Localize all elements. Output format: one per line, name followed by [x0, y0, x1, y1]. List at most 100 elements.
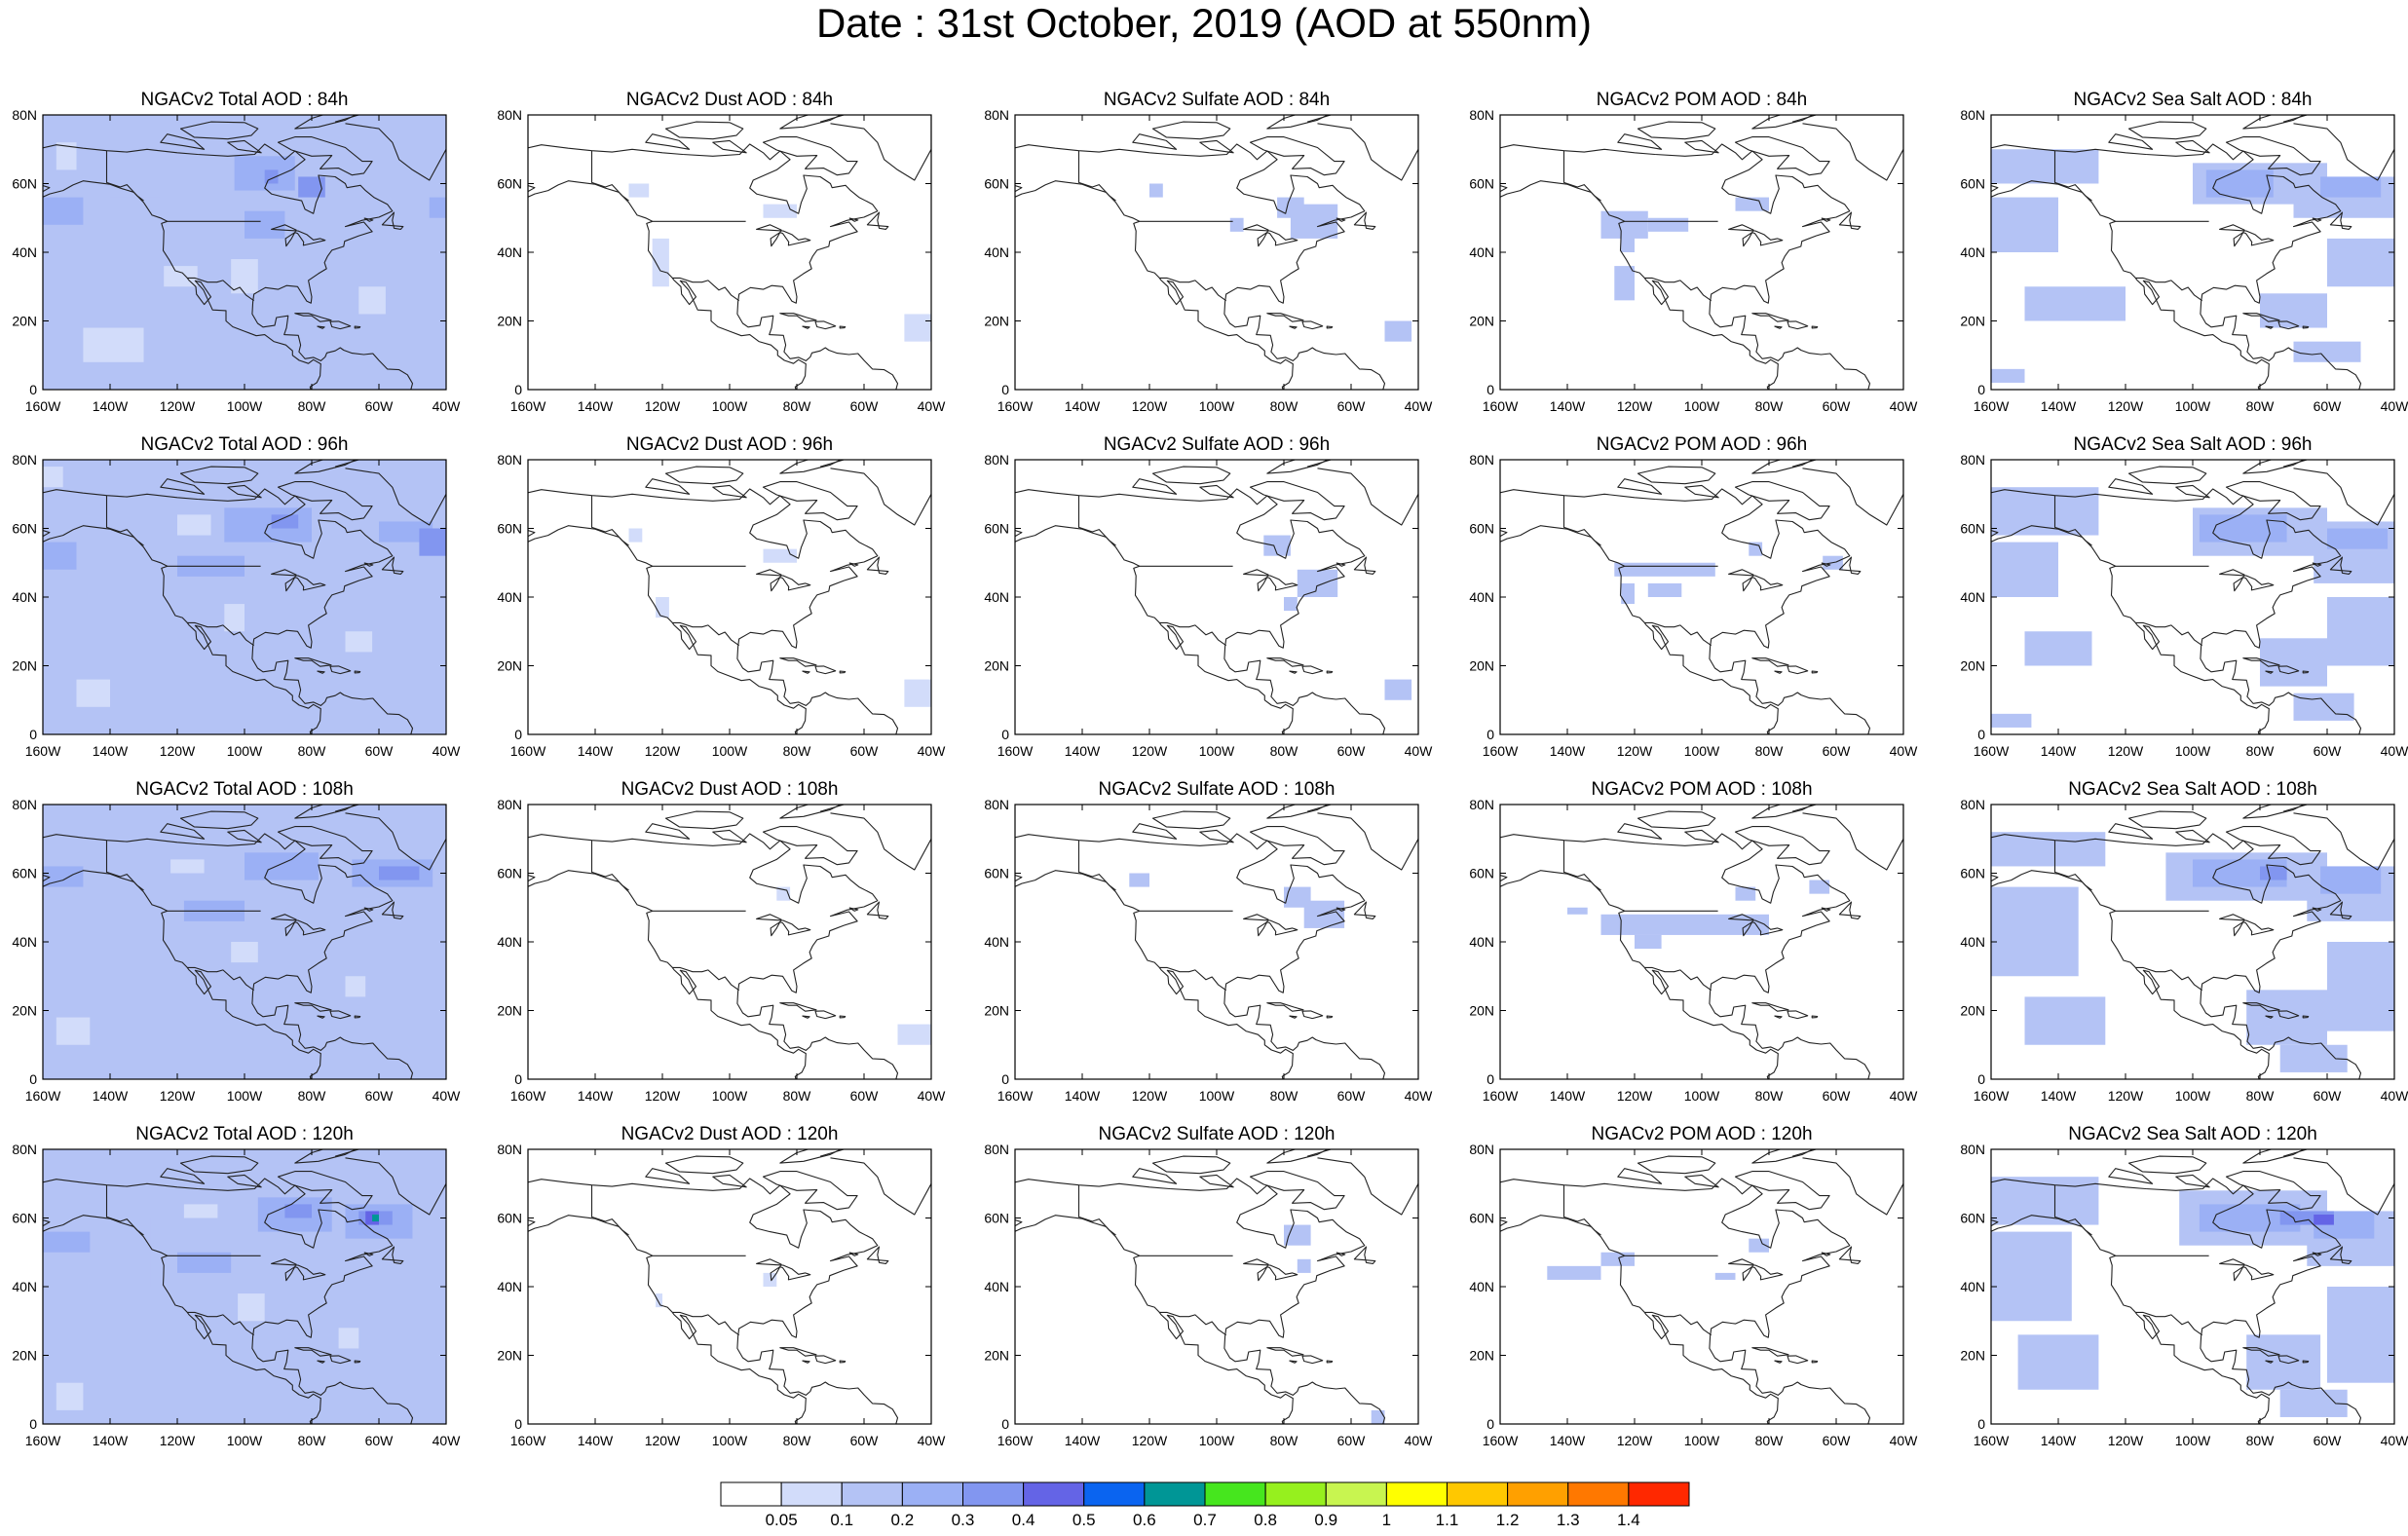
boundary-line [1791, 460, 1903, 526]
boundary-line [2053, 150, 2092, 202]
lat-tick-label: 40N [12, 934, 37, 950]
lat-tick-label: 80N [12, 797, 37, 812]
boundary-line [1562, 1184, 1601, 1236]
lon-tick-label: 60W [1337, 743, 1367, 759]
island-outline [802, 1015, 810, 1019]
aod-cell [1297, 1258, 1311, 1273]
lon-tick-label: 80W [298, 1433, 327, 1448]
colorbar-swatch [1325, 1481, 1387, 1507]
aod-cell [763, 1272, 777, 1287]
boundary-line [1991, 488, 2362, 734]
island-outline [329, 1010, 352, 1020]
lon-tick-label: 100W [712, 1088, 748, 1104]
lon-tick-label: 160W [1974, 398, 2010, 414]
lon-tick-label: 100W [1199, 743, 1235, 759]
aod-cell [1735, 197, 1769, 211]
lat-tick-label: 20N [984, 314, 1009, 329]
island-outline [1617, 823, 1663, 840]
lat-tick-label: 20N [497, 1003, 522, 1019]
lon-tick-label: 40W [918, 743, 947, 759]
island-outline [1811, 1015, 1819, 1019]
arctic-island-outline [1249, 826, 1345, 866]
great-lakes-outline [756, 224, 811, 247]
aod-cell [56, 1382, 84, 1410]
lon-tick-label: 140W [1065, 743, 1101, 759]
island-outline [294, 1002, 332, 1012]
island-outline [1289, 670, 1298, 674]
island-outline [2329, 556, 2352, 575]
island-outline [1132, 133, 1178, 150]
lat-tick-label: 20N [12, 658, 37, 674]
aod-cell [2017, 1334, 2099, 1390]
map-panel-grid: NGACv2 Total AOD : 84h 80N 60N 40N 20N 0 160W 1… [12, 90, 2408, 1448]
arctic-island-outline [277, 1171, 373, 1211]
aod-cell [904, 314, 931, 342]
boundary-line [1644, 277, 1712, 302]
lat-tick-label: 40N [984, 934, 1009, 950]
colorbar-label: 0.4 [1012, 1511, 1035, 1529]
aod-cell [2293, 693, 2354, 721]
island-outline [645, 133, 691, 150]
aod-cell [231, 942, 258, 963]
island-outline [1326, 325, 1334, 329]
island-outline [779, 657, 817, 667]
colorbar-label: 0.6 [1133, 1511, 1156, 1529]
arctic-island-outline [277, 136, 373, 176]
aod-cell [183, 1204, 218, 1218]
boundary-line [672, 966, 740, 992]
lon-tick-label: 40W [433, 1088, 462, 1104]
colorbar-swatch [1507, 1481, 1569, 1507]
aod-cell [2024, 286, 2126, 321]
boundary-line [1015, 143, 1386, 390]
lon-tick-label: 80W [783, 1433, 812, 1448]
coastline-outline [1015, 1149, 1418, 1424]
island-outline [1289, 1360, 1298, 1364]
lon-tick-label: 60W [1337, 398, 1367, 414]
lat-tick-label: 0 [514, 382, 522, 397]
boundary-line [43, 488, 414, 734]
island-outline [317, 670, 325, 674]
boundary-line [528, 143, 899, 390]
lat-tick-label: 80N [497, 797, 522, 812]
island-outline [712, 829, 747, 843]
lon-tick-label: 140W [93, 398, 129, 414]
aod-cell [245, 852, 319, 880]
lon-tick-label: 40W [433, 398, 462, 414]
lat-tick-label: 20N [1469, 1003, 1494, 1019]
arctic-island-outline [762, 826, 858, 866]
island-outline [1821, 217, 1831, 222]
boundary-line [1077, 1184, 1116, 1236]
boundary-line [1015, 180, 1294, 390]
boundary-line [1500, 143, 1871, 390]
boundary-line [1015, 525, 1294, 734]
aod-cell [43, 197, 84, 225]
island-outline [2175, 139, 2210, 154]
colorbar-label: 0.3 [952, 1511, 975, 1529]
arctic-island-outline [2225, 1171, 2321, 1211]
island-outline [1811, 670, 1819, 674]
boundary-line [672, 621, 740, 647]
arctic-island-outline [1734, 1171, 1830, 1211]
island-outline [1617, 133, 1663, 150]
aod-cell [1991, 886, 2079, 977]
coastline-outline [43, 805, 446, 1079]
island-outline [866, 556, 889, 575]
lat-tick-label: 80N [497, 452, 522, 468]
island-outline [1289, 1015, 1298, 1019]
coastline-outline [1015, 115, 1418, 390]
aod-cell [245, 210, 285, 239]
aod-cell [2320, 866, 2382, 894]
arctic-island-outline [1249, 1171, 1345, 1211]
lon-tick-label: 40W [918, 1088, 947, 1104]
lon-tick-label: 60W [2314, 743, 2343, 759]
lon-tick-label: 80W [1755, 398, 1785, 414]
lon-tick-label: 120W [645, 398, 681, 414]
lon-tick-label: 120W [2108, 1433, 2144, 1448]
island-outline [2302, 325, 2310, 329]
island-outline [1838, 1246, 1862, 1264]
aod-cell [1991, 1231, 2072, 1322]
boundary-line [1500, 1178, 1871, 1424]
